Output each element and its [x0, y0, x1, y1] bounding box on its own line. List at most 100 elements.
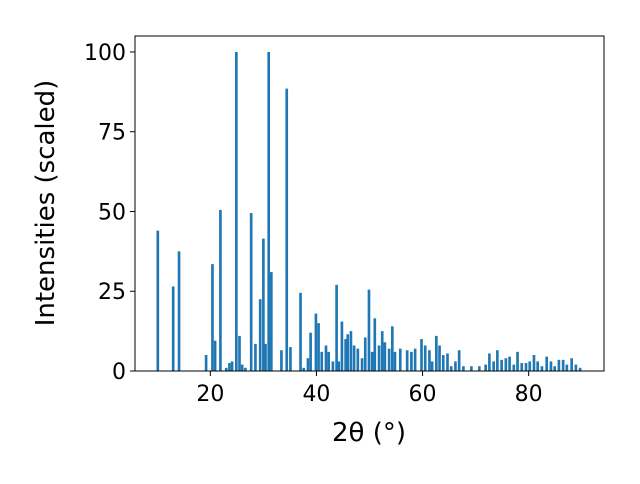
bar: [177, 251, 181, 371]
bar: [204, 355, 208, 371]
bar: [349, 331, 353, 371]
bar: [428, 350, 431, 371]
bar: [262, 238, 265, 371]
bar: [413, 348, 417, 371]
bar: [504, 358, 508, 371]
bar: [524, 363, 528, 371]
bar: [240, 364, 244, 371]
bar: [484, 364, 488, 371]
y-tick-label: 50: [98, 200, 126, 225]
bar: [230, 361, 234, 371]
bar: [454, 361, 457, 371]
bar: [238, 335, 241, 371]
bar: [267, 51, 271, 371]
bar: [383, 342, 387, 371]
bar: [270, 272, 273, 371]
bar: [390, 326, 394, 371]
bar: [430, 361, 434, 371]
bar: [244, 367, 247, 371]
bar: [420, 339, 423, 371]
bar: [258, 299, 262, 371]
bar: [327, 351, 330, 371]
bar: [235, 51, 238, 371]
bar: [331, 361, 335, 371]
bar: [264, 343, 267, 371]
y-tick-label: 0: [112, 360, 126, 385]
bar: [477, 366, 481, 371]
bar: [324, 345, 328, 371]
bar: [387, 348, 391, 371]
bar: [470, 366, 473, 371]
bar: [410, 351, 413, 371]
bar: [299, 292, 302, 371]
bar: [549, 361, 553, 371]
bar: [516, 351, 519, 371]
bar: [360, 358, 364, 371]
y-tick-label: 100: [84, 41, 126, 66]
bar: [405, 350, 409, 371]
bar: [508, 356, 511, 371]
bar: [314, 313, 318, 371]
bar: [570, 358, 573, 371]
bar: [254, 343, 257, 371]
bar: [532, 355, 536, 371]
bar: [500, 359, 503, 371]
bar: [367, 289, 371, 371]
x-tick-label: 40: [302, 382, 330, 407]
bar: [219, 209, 222, 371]
bar: [435, 335, 438, 371]
bar: [370, 351, 374, 371]
x-tick-label: 60: [409, 382, 437, 407]
bar: [356, 348, 360, 371]
x-tick-label: 20: [196, 382, 224, 407]
bar: [536, 361, 540, 371]
bar: [449, 366, 453, 371]
bar: [363, 337, 367, 371]
bar: [380, 331, 384, 371]
bar: [574, 364, 578, 371]
bar: [565, 364, 569, 371]
bar: [512, 364, 516, 371]
bar: [457, 350, 461, 371]
bar: [441, 355, 445, 371]
bar: [228, 363, 231, 371]
bar: [211, 264, 214, 371]
bar: [309, 332, 312, 371]
bar: [335, 284, 338, 371]
bar: [398, 348, 402, 371]
bar: [346, 334, 350, 371]
bar: [423, 345, 427, 371]
bar: [285, 88, 289, 372]
bar: [557, 359, 561, 371]
bar: [156, 230, 160, 371]
bar: [462, 366, 465, 371]
y-tick-label: 25: [98, 280, 126, 305]
bar: [545, 356, 549, 371]
bar: [520, 363, 524, 371]
bar: [306, 358, 310, 371]
bar: [528, 361, 532, 371]
bar: [446, 353, 449, 371]
y-axis-label: Intensities (scaled): [31, 80, 61, 327]
bar: [492, 361, 495, 371]
bar: [320, 351, 324, 371]
bar: [561, 359, 565, 371]
bar: [438, 345, 441, 371]
x-tick-label: 80: [515, 382, 543, 407]
bar: [578, 367, 582, 371]
bar: [249, 213, 253, 371]
bar: [171, 286, 175, 371]
bar: [373, 318, 377, 371]
bar: [352, 345, 356, 371]
bar: [540, 366, 544, 371]
bar: [317, 323, 320, 371]
bar: [393, 351, 397, 371]
bar: [289, 347, 292, 371]
plot-frame: [134, 35, 605, 372]
bar: [213, 340, 217, 371]
bar: [280, 350, 283, 371]
bar: [337, 361, 341, 371]
bar: [344, 339, 347, 371]
bar: [224, 367, 228, 371]
bar: [553, 366, 556, 371]
